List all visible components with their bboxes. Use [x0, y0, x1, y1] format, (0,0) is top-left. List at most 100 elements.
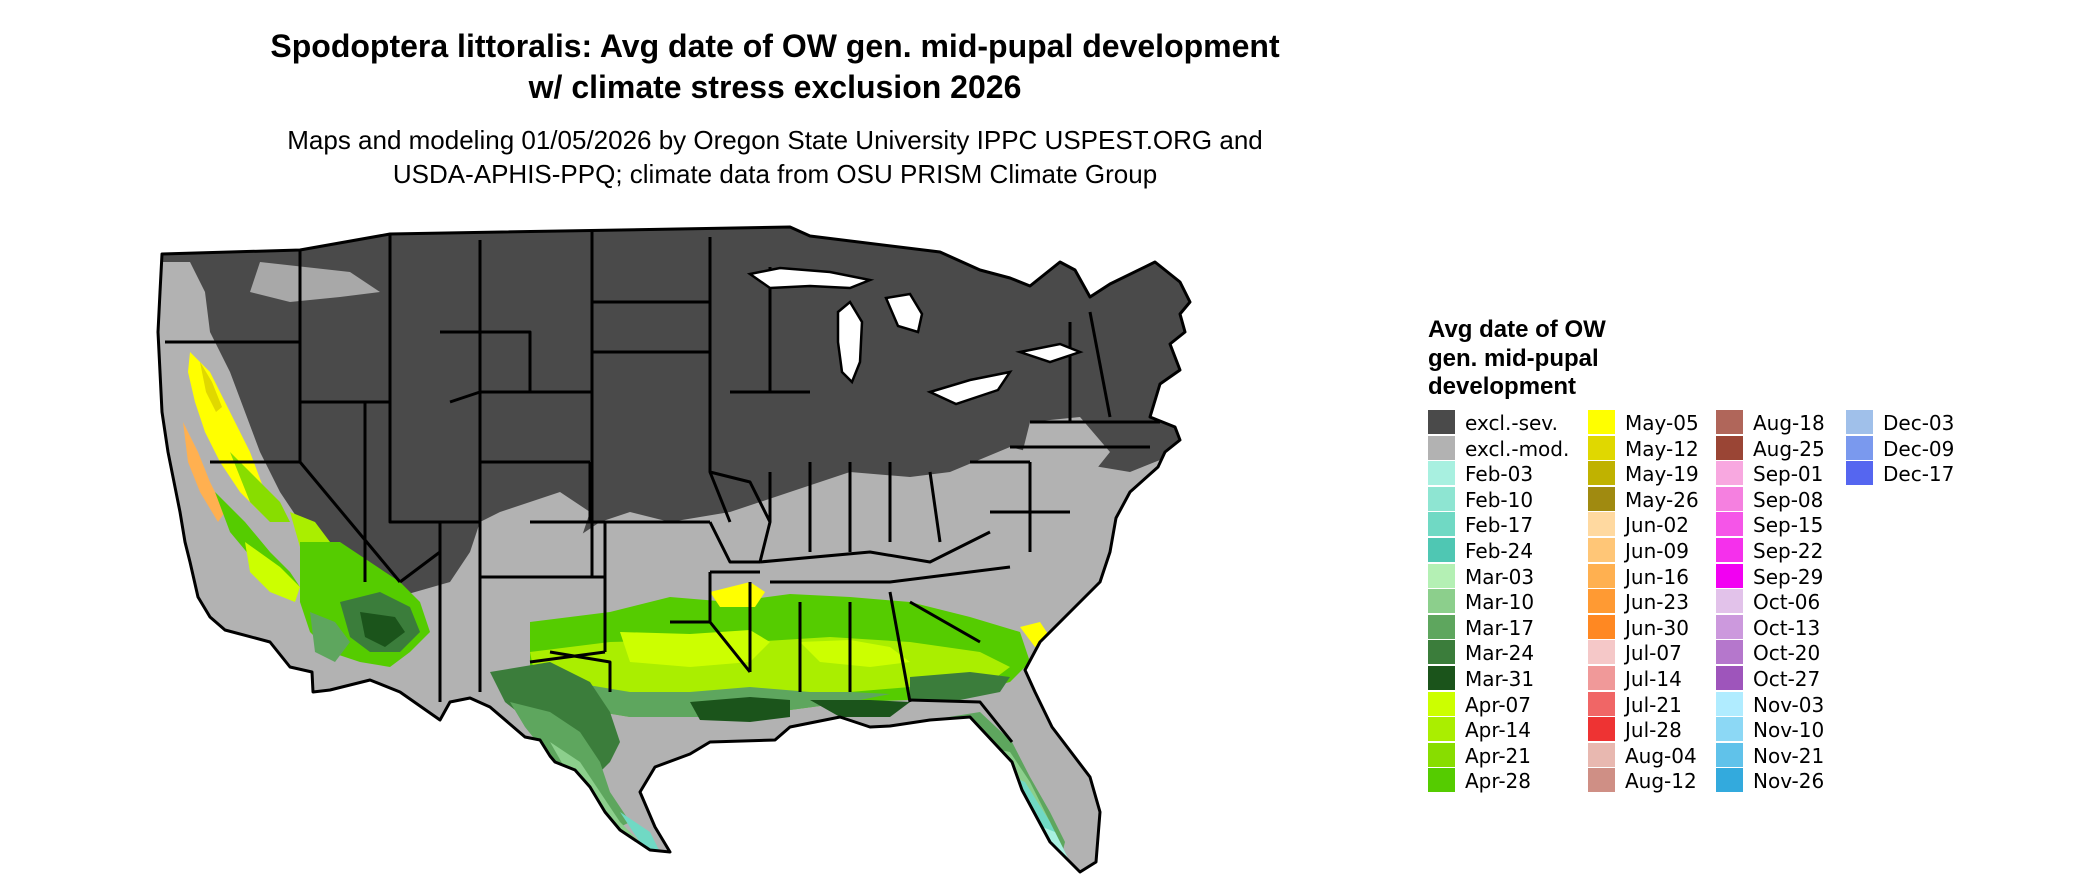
legend-swatch: [1588, 665, 1615, 690]
legend-swatch: [1588, 461, 1615, 486]
legend-label: Feb-03: [1465, 462, 1534, 487]
legend-swatch: [1428, 717, 1455, 742]
legend-label: Nov-26: [1753, 769, 1825, 794]
map-graphic: [156, 225, 1192, 874]
legend-swatch: [1588, 512, 1615, 537]
legend-title-line-1: Avg date of OW: [1428, 316, 1606, 343]
legend-label: Aug-18: [1753, 411, 1825, 435]
legend-label: Aug-25: [1753, 436, 1825, 461]
subtitle-line-2: USDA-APHIS-PPQ; climate data from OSU PR…: [392, 159, 1158, 189]
legend-label: Sep-08: [1753, 487, 1824, 512]
legend-label: Oct-20: [1753, 641, 1821, 666]
legend-swatch: [1716, 665, 1743, 690]
legend-swatch: [1428, 614, 1455, 639]
legend-label: Mar-31: [1465, 666, 1535, 691]
legend-label: Nov-03: [1753, 692, 1825, 717]
legend-label: Mar-10: [1465, 590, 1535, 615]
legend-swatch: [1716, 537, 1743, 562]
legend-swatch: [1588, 691, 1615, 716]
legend-swatch: [1428, 640, 1455, 665]
legend-label: Feb-24: [1465, 538, 1534, 563]
legend-swatch: [1428, 742, 1455, 767]
legend-label: Mar-24: [1465, 641, 1535, 666]
map-title: Spodoptera littoralis: Avg date of OW ge…: [0, 26, 1550, 108]
legend-label: Jun-02: [1625, 513, 1689, 538]
legend-label: Mar-03: [1465, 564, 1535, 589]
legend-swatch: [1716, 512, 1743, 537]
legend-label: May-19: [1625, 462, 1699, 487]
legend-label: excl.-mod.: [1465, 436, 1570, 461]
legend-title-line-2: gen. mid-pupal: [1428, 344, 1599, 372]
legend-swatch: [1716, 717, 1743, 742]
legend-swatch: [1588, 768, 1615, 793]
legend-swatch: [1716, 742, 1743, 767]
legend-label: Sep-22: [1753, 538, 1824, 563]
legend-swatch: [1716, 768, 1743, 793]
legend-swatch: [1428, 410, 1455, 434]
legend-swatch: [1588, 717, 1615, 742]
legend-label: Jul-28: [1625, 718, 1682, 743]
legend-swatch: [1716, 640, 1743, 665]
legend-swatch: [1428, 537, 1455, 562]
legend-label: Jun-23: [1625, 590, 1689, 615]
legend-swatch: [1716, 563, 1743, 588]
legend-label: Dec-03: [1883, 411, 1955, 435]
legend-swatch: [1716, 614, 1743, 639]
legend-label: Oct-13: [1753, 615, 1821, 640]
legend-swatch: [1428, 486, 1455, 511]
legend-label: Jul-07: [1625, 641, 1682, 666]
legend-swatch: [1588, 589, 1615, 614]
legend-label: Feb-10: [1465, 487, 1534, 512]
legend-swatch: [1588, 742, 1615, 767]
legend-label: Oct-06: [1753, 590, 1821, 615]
legend-label: Apr-07: [1465, 692, 1531, 717]
legend-label: Mar-17: [1465, 615, 1535, 640]
legend-title: Avg date of OW gen. mid-pupal developmen…: [1428, 316, 1668, 402]
legend-label: Apr-21: [1465, 743, 1531, 768]
legend-swatch: [1716, 486, 1743, 511]
legend-label: Sep-15: [1753, 513, 1824, 538]
legend-swatch: [1588, 537, 1615, 562]
legend-label: Jun-30: [1625, 615, 1689, 640]
legend-swatch: [1588, 410, 1615, 434]
legend-swatch: [1716, 435, 1743, 460]
legend-swatch: [1716, 589, 1743, 614]
legend-label: May-05: [1625, 411, 1699, 435]
legend-label: Dec-09: [1883, 436, 1955, 461]
legend-swatch: [1588, 614, 1615, 639]
legend-swatch: [1588, 640, 1615, 665]
legend-label: Jun-09: [1625, 538, 1689, 563]
legend-swatch: [1846, 435, 1873, 460]
legend-swatch: [1716, 691, 1743, 716]
legend-label: Apr-14: [1465, 718, 1531, 743]
legend-label: Jul-14: [1625, 666, 1682, 691]
legend-label: May-26: [1625, 487, 1699, 512]
legend-swatch: [1428, 512, 1455, 537]
legend-label: Jul-21: [1625, 692, 1682, 717]
title-line-2: w/ climate stress exclusion 2026: [528, 69, 1022, 105]
legend-label: Nov-10: [1753, 718, 1825, 743]
legend-title-line-3: development: [1428, 373, 1577, 400]
legend-label: Feb-17: [1465, 513, 1534, 538]
legend-swatch: [1846, 410, 1873, 434]
legend-label: May-12: [1625, 436, 1699, 461]
legend-swatch: [1428, 589, 1455, 614]
legend-label: Oct-27: [1753, 666, 1821, 691]
legend-label: Dec-17: [1883, 462, 1955, 487]
legend-swatch: [1428, 768, 1455, 793]
us-map: [150, 222, 1395, 892]
legend-label: Aug-04: [1625, 743, 1697, 768]
legend-label: Sep-01: [1753, 462, 1824, 487]
legend-label: Aug-12: [1625, 769, 1697, 794]
legend-swatch: [1846, 461, 1873, 486]
legend-swatch: [1588, 563, 1615, 588]
map-subtitle: Maps and modeling 01/05/2026 by Oregon S…: [0, 123, 1550, 191]
legend-swatch: [1588, 435, 1615, 460]
legend-label: Apr-28: [1465, 769, 1531, 794]
legend-label: excl.-sev.: [1465, 411, 1558, 435]
legend-swatch: [1428, 435, 1455, 460]
legend-label: Nov-21: [1753, 743, 1825, 768]
legend-swatch: [1428, 461, 1455, 486]
legend-label: Sep-29: [1753, 564, 1824, 589]
title-line-1: Spodoptera littoralis: Avg date of OW ge…: [270, 28, 1280, 64]
